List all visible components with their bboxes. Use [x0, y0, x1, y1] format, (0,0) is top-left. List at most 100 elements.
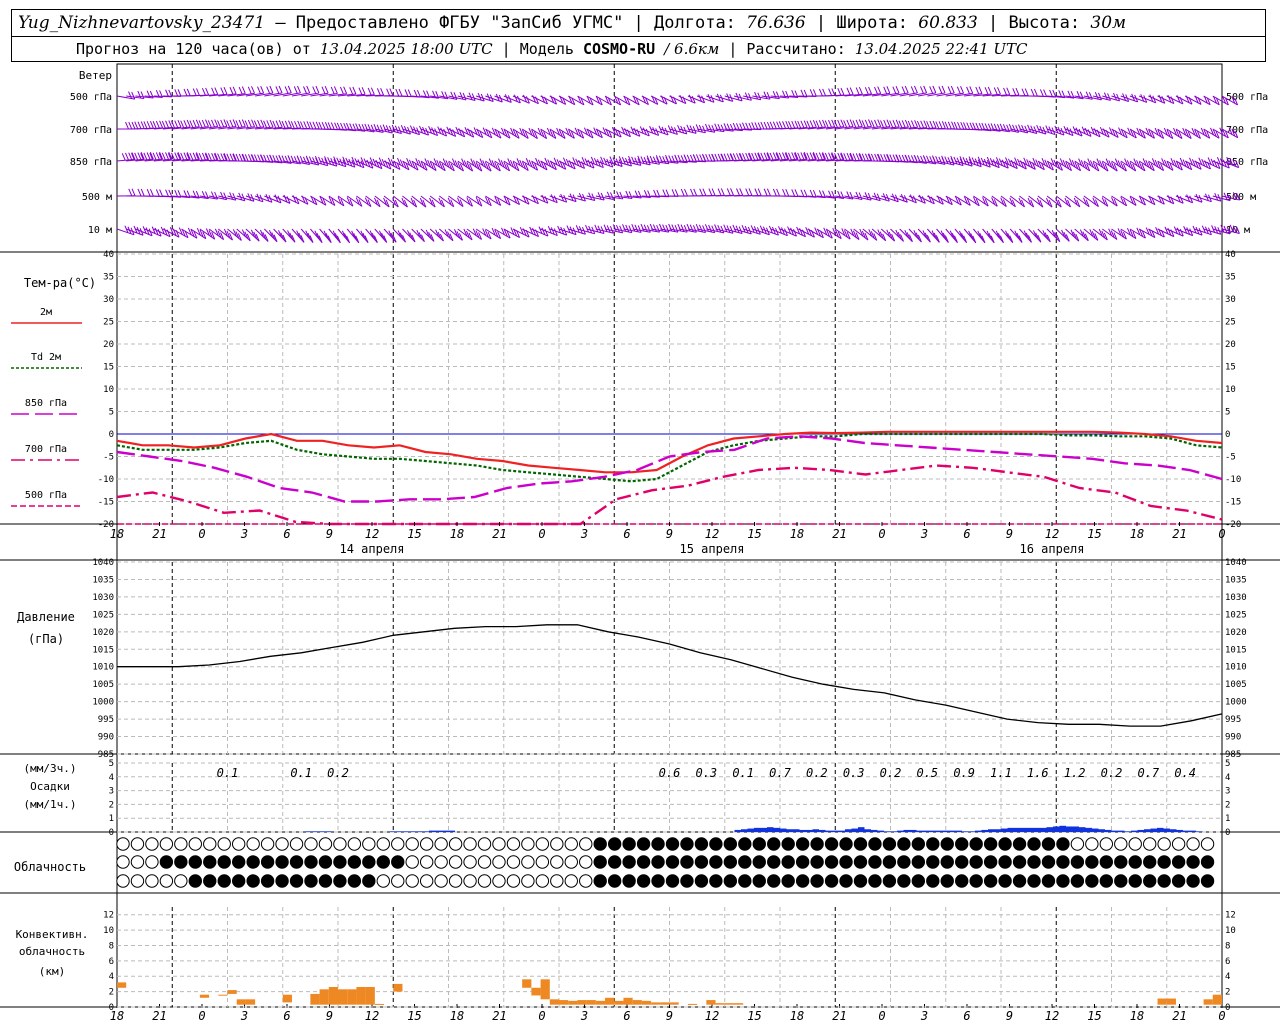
- cloud-cover-symbol: [824, 874, 839, 888]
- wind-barb-feather: [1092, 197, 1097, 205]
- wind-barb-feather: [782, 152, 786, 160]
- wind-barb-staff: [982, 93, 1001, 97]
- wind-barb-feather: [600, 192, 605, 201]
- wind-barb-feather: [278, 120, 283, 128]
- precip-3h-total: 0.9: [953, 766, 975, 780]
- wind-barb-feather: [1154, 159, 1159, 168]
- wind-barb-feather: [1141, 230, 1146, 239]
- wind-barb-staff: [337, 93, 356, 97]
- wind-barb-feather: [405, 162, 410, 170]
- wind-barb-staff: [1000, 128, 1019, 133]
- wind-barb-staff: [383, 160, 401, 170]
- wind-barb-staff: [282, 228, 296, 243]
- wind-barb-feather: [323, 230, 328, 238]
- station-name: Yug_Nizhnevartovsky_23471: [18, 13, 266, 33]
- wind-barb-feather: [828, 230, 833, 239]
- wind-barb-feather: [413, 199, 418, 208]
- wind-barb-feather: [475, 197, 480, 205]
- wind-barb-feather: [149, 120, 154, 129]
- wind-barb-feather: [540, 129, 545, 138]
- wind-barb-feather: [707, 93, 712, 102]
- wind-barb-feather: [1155, 226, 1160, 235]
- wind-barb-staff: [420, 228, 435, 242]
- wind-barb-staff: [1055, 228, 1070, 242]
- wind-barb-feather: [1173, 226, 1178, 234]
- wind-barb-staff: [135, 228, 153, 237]
- wind-barb-feather: [515, 163, 520, 171]
- wind-barb-feather: [367, 199, 372, 207]
- wind-barb-staff: [844, 126, 863, 130]
- wind-barb-feather: [1235, 226, 1240, 234]
- wind-barb-feather: [748, 188, 753, 196]
- wind-barb-feather: [1201, 158, 1206, 167]
- wind-barb-staff: [549, 95, 566, 105]
- wind-barb-feather: [711, 153, 716, 162]
- wind-barb-feather: [855, 119, 860, 128]
- wind-barb-staff: [1203, 128, 1220, 139]
- cloud-cover-symbol: [347, 874, 362, 888]
- cloud-cover-symbol: [434, 855, 448, 869]
- wind-barb-feather: [1007, 158, 1012, 167]
- wind-barb-feather: [646, 155, 651, 163]
- pressure-ytick-left: 1040: [92, 558, 114, 568]
- wind-barb-staff: [1157, 228, 1175, 238]
- wind-barb-staff: [457, 195, 473, 207]
- convective-ytick-right: 8: [1225, 941, 1230, 951]
- temp-xtick-label: 12: [365, 527, 379, 541]
- wind-barb-feather: [549, 129, 554, 137]
- wind-barb-staff: [1028, 128, 1047, 135]
- wind-barb-feather: [1136, 160, 1141, 168]
- wind-barb-feather: [763, 121, 768, 130]
- wind-barb-feather: [919, 86, 924, 94]
- wind-barb-feather: [864, 119, 869, 128]
- precip-ytick-right: 0: [1225, 828, 1230, 838]
- temp-legend-label: 700 гПа: [25, 444, 67, 455]
- wind-barb-staff: [1000, 228, 1014, 243]
- wind-barb-feather: [146, 152, 151, 160]
- wind-barb-feather: [238, 153, 243, 162]
- wind-barb-feather: [784, 228, 788, 236]
- wind-barb-feather: [864, 232, 869, 241]
- wind-barb-feather: [552, 162, 557, 170]
- cloud-cover-symbol: [607, 874, 622, 888]
- wind-barb-feather: [652, 127, 657, 135]
- wind-barb-staff: [871, 195, 890, 202]
- wind-barb-feather: [766, 152, 771, 160]
- cloud-cover-symbol: [391, 855, 405, 869]
- wind-barb-staff: [466, 195, 483, 207]
- wind-barb-feather: [849, 87, 854, 95]
- wind-barb-feather: [529, 226, 534, 235]
- bottom-xtick-label: 21: [152, 1009, 166, 1023]
- cloud-cover-symbol: [1041, 837, 1056, 851]
- temp-ytick-right: 5: [1225, 408, 1230, 418]
- wind-barb-staff: [356, 195, 372, 208]
- wind-barb-feather: [1082, 231, 1087, 239]
- wind-barb-staff: [1157, 128, 1174, 139]
- wind-barb-feather: [130, 152, 135, 161]
- wind-barb-feather: [929, 86, 934, 94]
- wind-barb-staff: [549, 128, 566, 139]
- convective-bar: [632, 1000, 642, 1005]
- wind-barb-feather: [931, 230, 936, 238]
- wind-barb-feather: [214, 228, 219, 236]
- wind-barb-feather: [128, 91, 132, 99]
- cloud-cover-symbol: [897, 874, 911, 888]
- wind-barb-feather: [189, 120, 194, 128]
- precip-bar: [312, 831, 319, 832]
- wind-barb-feather: [472, 228, 477, 236]
- precip-bar: [734, 829, 741, 832]
- wind-barb-feather: [776, 121, 781, 129]
- precip-bar: [435, 830, 442, 832]
- cloud-cover-symbol: [419, 874, 434, 888]
- wind-barb-staff: [964, 160, 982, 168]
- wind-barb-feather: [241, 193, 246, 201]
- wind-barb-feather: [415, 158, 420, 166]
- wind-barb-feather: [964, 196, 968, 204]
- wind-barb-feather: [1057, 199, 1062, 208]
- wind-barb-staff: [392, 228, 406, 243]
- wind-barb-staff: [862, 126, 881, 130]
- wind-barb-staff: [991, 195, 1007, 207]
- wind-barb-staff: [420, 160, 437, 171]
- wind-barb-feather: [351, 156, 356, 165]
- wind-barb-staff: [291, 228, 305, 243]
